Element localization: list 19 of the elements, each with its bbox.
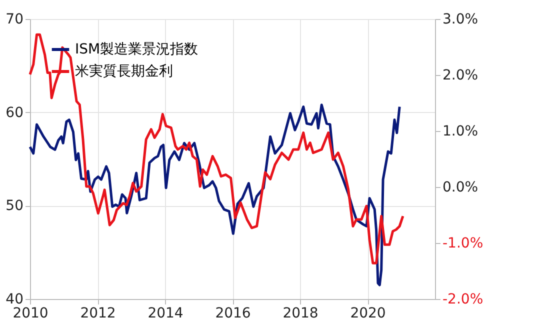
x-tick-label: 2010 <box>12 306 48 322</box>
x-tick-label: 2014 <box>148 306 184 322</box>
x-tick-label: 2012 <box>80 306 116 322</box>
y2-tick-label: 2.0% <box>442 68 478 84</box>
y2-tick-label: -1.0% <box>442 236 484 252</box>
legend-label: ISM製造業景況指数 <box>75 42 198 58</box>
line-series <box>28 33 404 264</box>
x-tick-label: 2018 <box>282 306 318 322</box>
y-tick-label: 50 <box>6 198 24 214</box>
x-tick-label: 2020 <box>350 306 386 322</box>
y2-tick-label: 1.0% <box>442 124 478 140</box>
y-tick-label: 40 <box>6 292 24 308</box>
x-tick-label: 2016 <box>215 306 251 322</box>
y2-tick-label: -2.0% <box>442 292 484 308</box>
y-tick-label: 60 <box>6 104 24 121</box>
y2-tick-label: 3.0% <box>442 12 478 28</box>
y-tick-label: 70 <box>6 12 24 28</box>
y2-tick-label: 0.0% <box>442 180 478 196</box>
legend-label: 米実質長期金利 <box>75 64 173 80</box>
